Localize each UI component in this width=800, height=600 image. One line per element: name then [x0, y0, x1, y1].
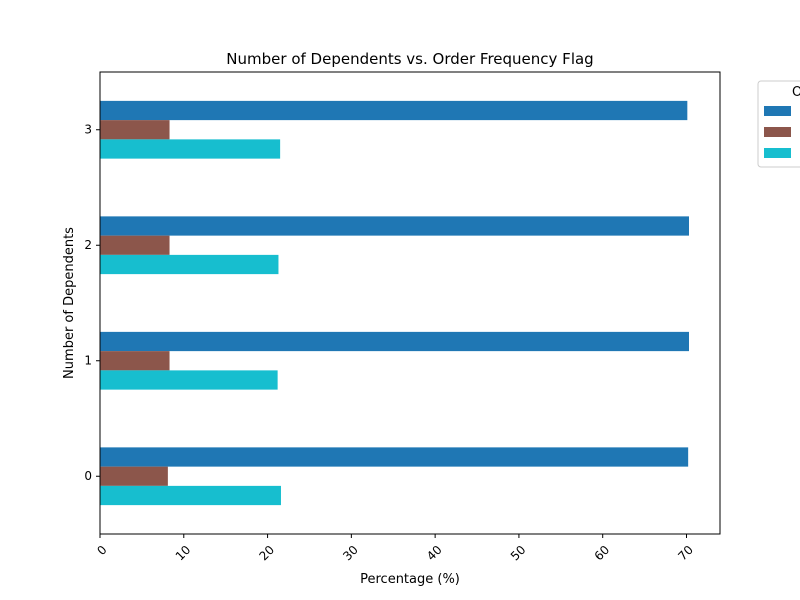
legend: O [757, 80, 800, 168]
x-tick-label: 60 [592, 543, 613, 564]
x-tick-label: 10 [173, 543, 194, 564]
legend-swatch-series-3 [764, 148, 791, 158]
x-tick-label: 40 [424, 543, 445, 564]
bar-series-3-dependents-3 [100, 139, 281, 159]
x-axis-label: Percentage (%) [360, 572, 460, 587]
x-axis-ticks: 0 10 20 30 40 50 60 70 [94, 534, 696, 563]
bar-series-2-dependents-0 [100, 466, 168, 486]
legend-title: O [792, 85, 800, 100]
bar-series-3-dependents-2 [100, 254, 279, 275]
x-tick-label: 20 [256, 543, 277, 564]
legend-swatches [764, 106, 791, 158]
x-tick-label: 70 [675, 543, 696, 564]
y-tick-label: 2 [84, 238, 92, 252]
y-axis-label: Number of Dependents [62, 227, 77, 379]
y-tick-label: 0 [84, 469, 92, 483]
legend-swatch-series-1 [764, 106, 791, 116]
bars-group [100, 100, 689, 506]
x-tick-label: 0 [94, 543, 109, 558]
legend-frame [757, 80, 800, 168]
y-tick-label: 3 [84, 122, 92, 136]
bar-series-1-dependents-0 [100, 447, 689, 467]
x-tick-label: 50 [508, 543, 529, 564]
legend-swatch-series-2 [764, 127, 791, 137]
y-axis-ticks: 0 1 2 3 [84, 122, 100, 483]
chart-title: Number of Dependents vs. Order Frequency… [226, 50, 593, 68]
bar-series-2-dependents-1 [100, 351, 170, 371]
bar-series-3-dependents-0 [100, 485, 281, 506]
bar-series-1-dependents-2 [100, 216, 689, 236]
plot-frame [99, 71, 721, 535]
y-tick-label: 1 [84, 353, 92, 367]
bar-series-3-dependents-1 [100, 370, 278, 390]
bar-series-2-dependents-2 [100, 235, 170, 255]
bar-series-1-dependents-3 [100, 100, 688, 121]
bar-series-2-dependents-3 [100, 120, 170, 140]
x-tick-label: 30 [340, 543, 361, 564]
bar-series-1-dependents-1 [100, 331, 689, 352]
